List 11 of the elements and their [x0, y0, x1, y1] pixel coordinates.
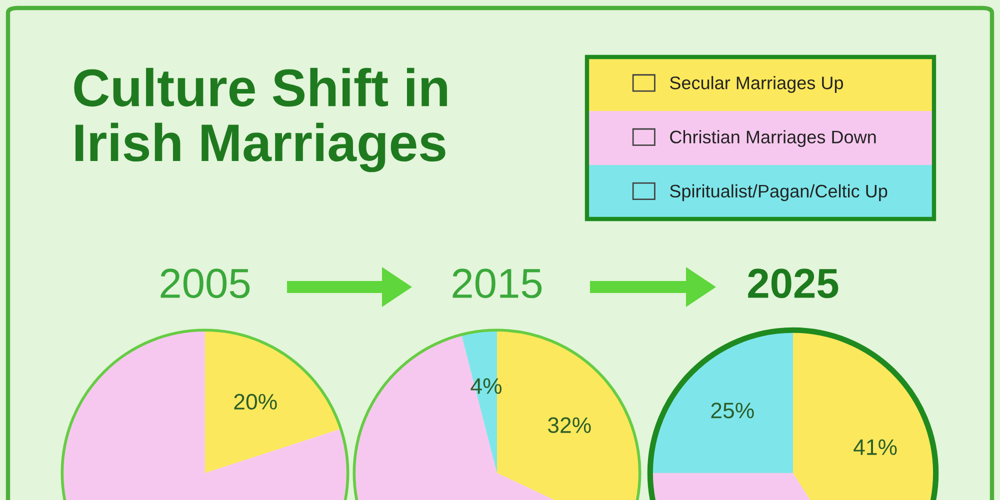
chart-title: 2005	[160, 268, 250, 298]
text: Culture Shift in Irish Marriages	[74, 68, 447, 172]
legend-label: Spiritualist/Pagan/Celtic Up	[670, 184, 888, 202]
legend-label: Christian Marriages Down	[670, 130, 876, 148]
chart-title: 2015	[452, 268, 542, 298]
legend-label: Secular Marriages Up	[670, 76, 844, 93]
data-label: 20%	[234, 394, 277, 410]
data-label: 25%	[711, 402, 754, 418]
data-label: 32%	[548, 417, 591, 434]
data-label: 41%	[854, 439, 897, 455]
text: 2025	[748, 268, 838, 298]
